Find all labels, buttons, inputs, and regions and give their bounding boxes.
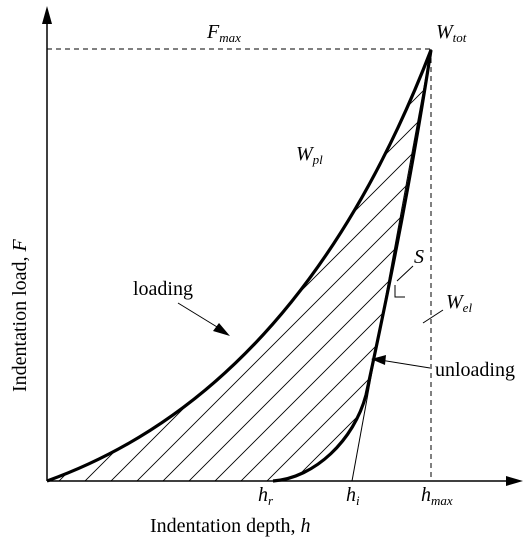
y-axis-title: Indentation load, F xyxy=(9,238,31,392)
loading-label: loading xyxy=(133,278,193,300)
fmax-label: Fmax xyxy=(206,21,241,45)
hmax-label: hmax xyxy=(421,484,453,508)
hr-label: hr xyxy=(258,484,274,508)
x-axis-arrow xyxy=(506,476,523,486)
plastic-work-hatch xyxy=(47,50,431,481)
x-axis-title: Indentation depth, h xyxy=(150,515,311,537)
loading-leader-arrow xyxy=(213,323,230,336)
wtot-label: Wtot xyxy=(436,21,467,45)
loading-leader xyxy=(177,302,223,331)
unloading-label: unloading xyxy=(435,359,515,381)
s-leader xyxy=(396,265,414,282)
hi-label: hi xyxy=(346,484,360,508)
wel-leader xyxy=(422,309,444,324)
wpl-label: Wpl xyxy=(296,143,323,167)
y-axis-arrow xyxy=(42,6,52,24)
unloading-leader xyxy=(379,359,431,369)
stiffness-bracket xyxy=(394,285,405,298)
wel-label: Wel xyxy=(446,291,472,315)
unloading-leader-arrow xyxy=(371,355,386,365)
loading-curve xyxy=(46,49,433,483)
unloading-curve xyxy=(272,49,433,483)
s-label: S xyxy=(414,246,424,268)
